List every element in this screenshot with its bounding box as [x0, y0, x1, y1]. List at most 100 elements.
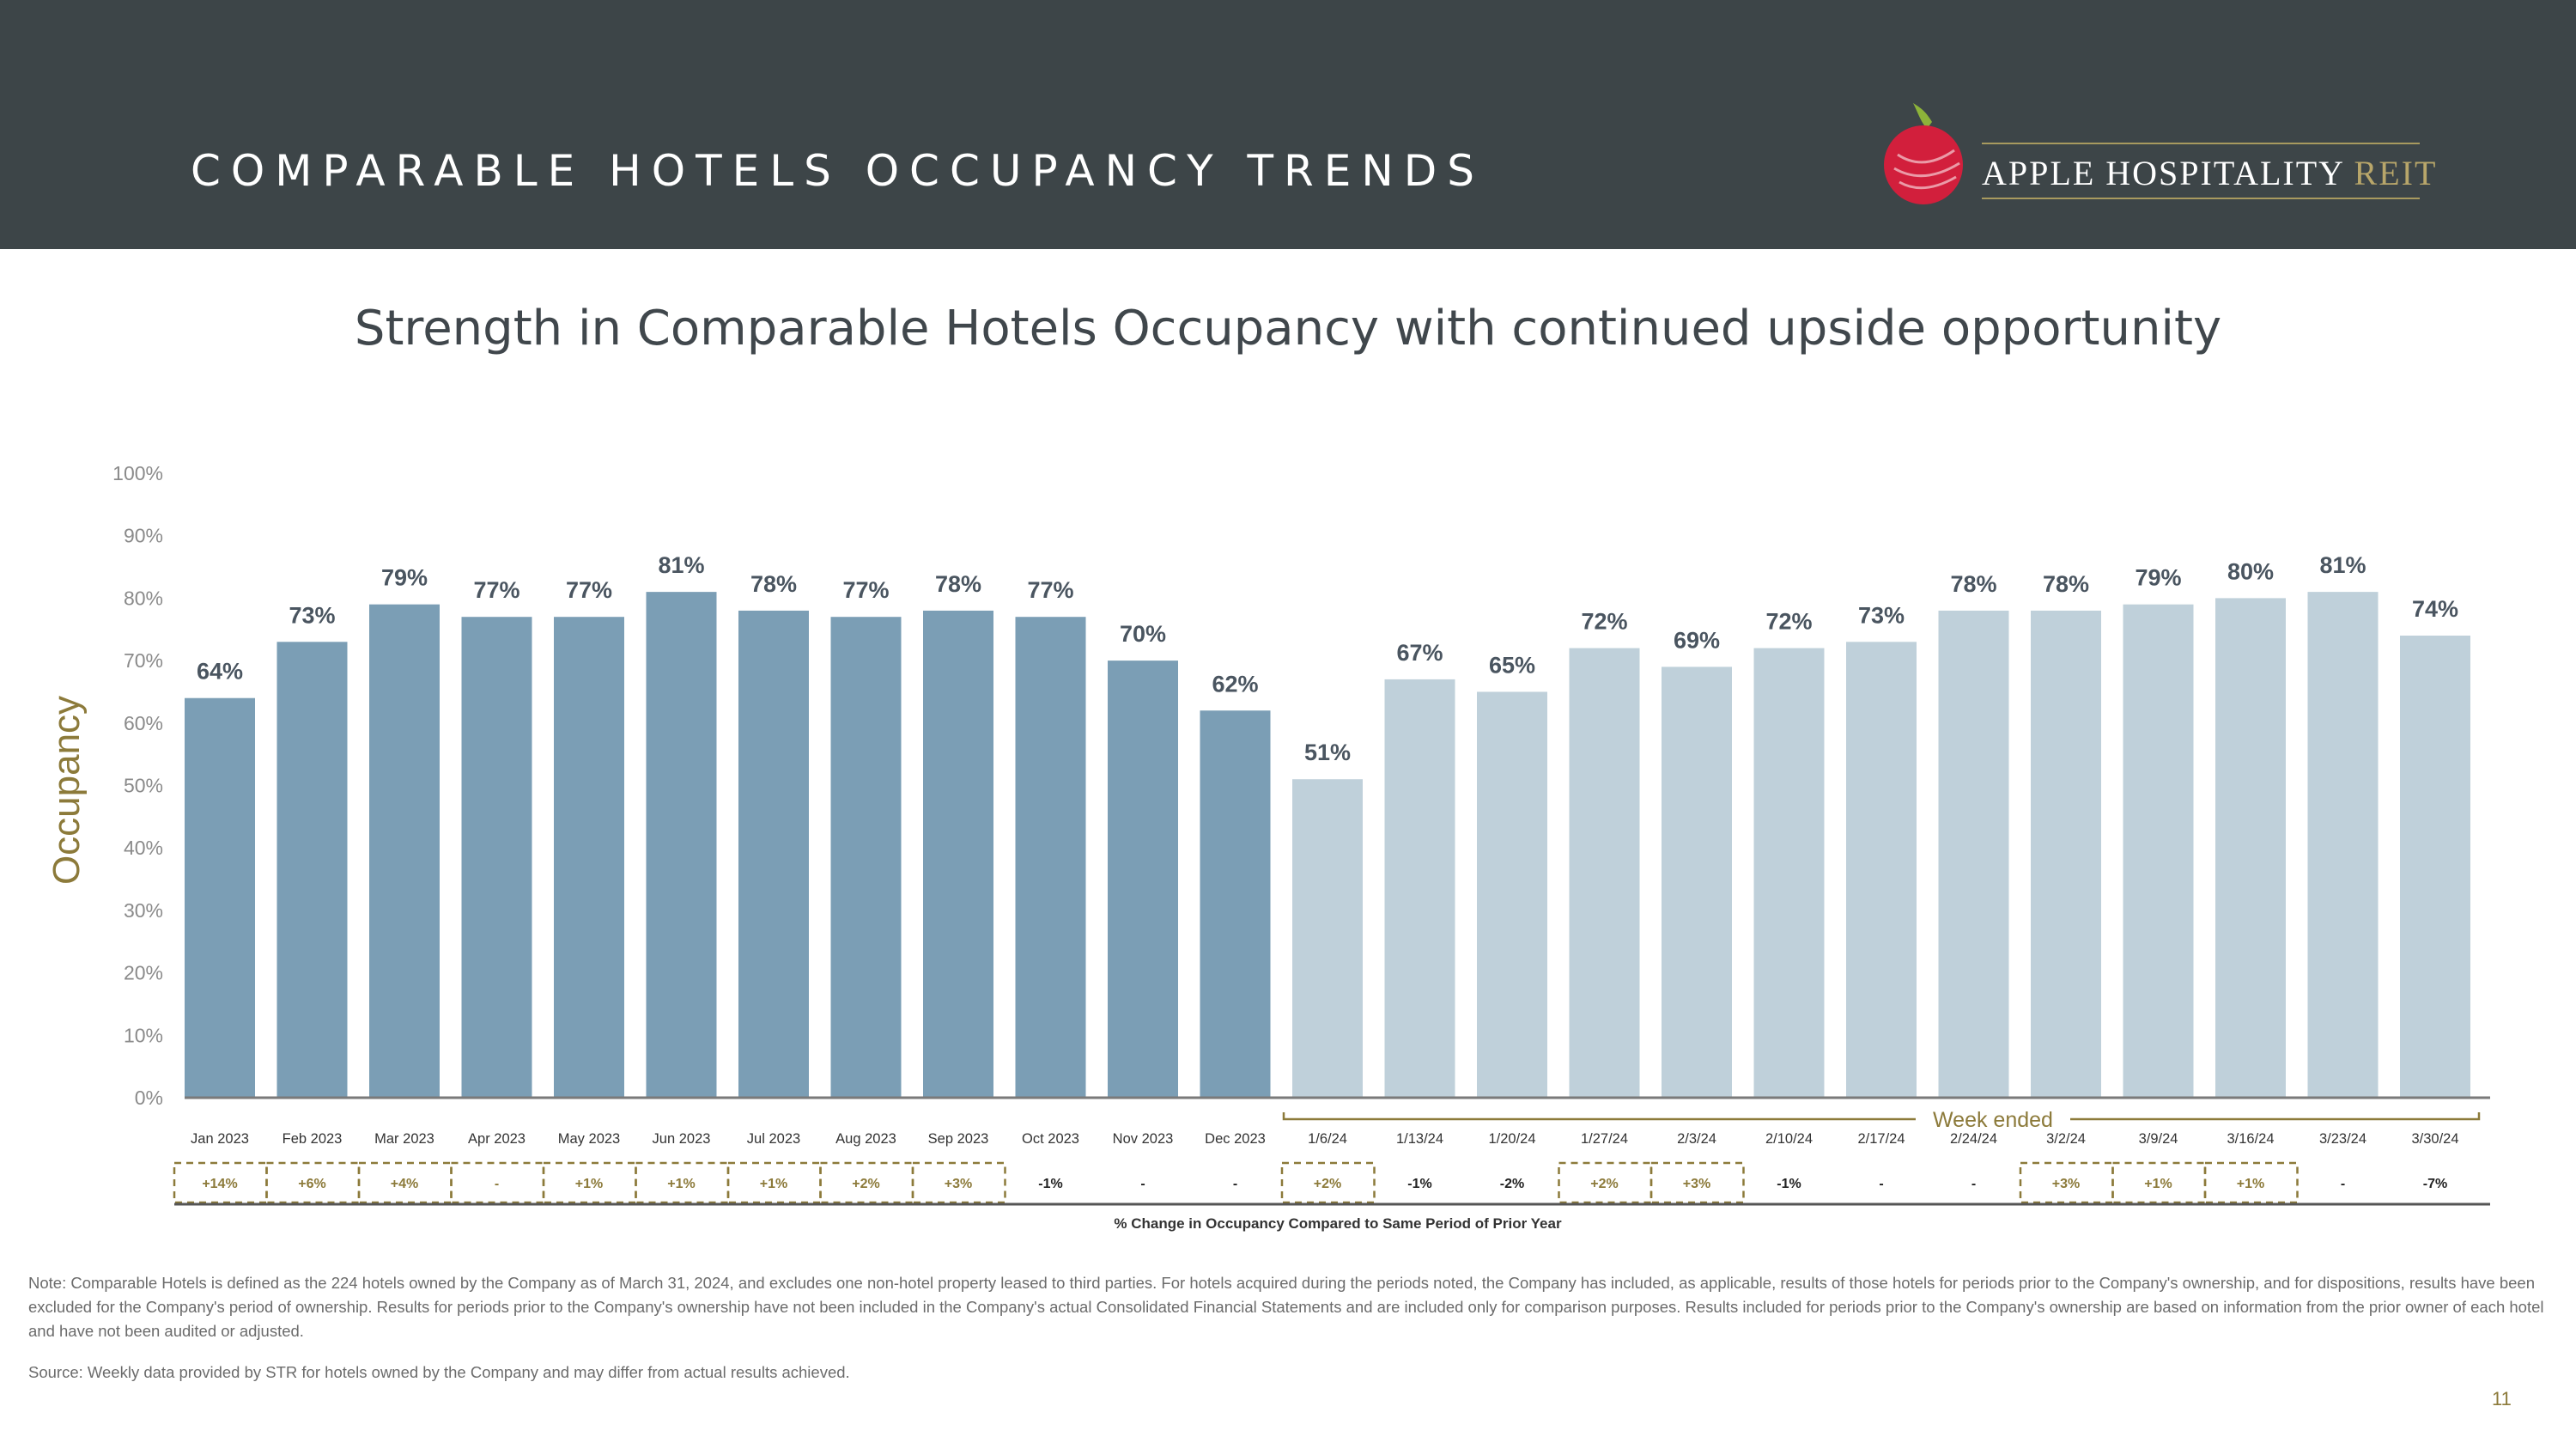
- week-bracket-right: [2070, 1112, 2481, 1121]
- x-tick-label: Jul 2023: [747, 1131, 800, 1147]
- data-label: 73%: [289, 602, 335, 628]
- data-label: 77%: [842, 577, 889, 603]
- pct-change-value: -: [1879, 1177, 1883, 1191]
- pct-change-value: +14%: [202, 1177, 237, 1191]
- source-note: Source: Weekly data provided by STR for …: [28, 1363, 850, 1381]
- y-tick-label: 80%: [124, 587, 163, 609]
- pct-change-value: +1%: [667, 1177, 695, 1191]
- y-tick-label: 20%: [124, 962, 163, 984]
- data-label: 73%: [1858, 602, 1905, 628]
- bar: [2307, 592, 2379, 1098]
- bar: [554, 617, 624, 1098]
- x-tick-label: Jan 2023: [191, 1131, 249, 1147]
- bar: [2123, 604, 2194, 1098]
- data-label: 77%: [473, 577, 519, 603]
- data-label: 74%: [2412, 596, 2458, 622]
- bar: [1108, 661, 1178, 1098]
- x-tick-label: 2/10/24: [1765, 1131, 1813, 1147]
- bar: [1477, 691, 1547, 1098]
- pct-change-value: +1%: [575, 1177, 603, 1191]
- bar: [1662, 667, 1732, 1098]
- pct-change-value: -1%: [1038, 1177, 1062, 1191]
- page-title: COMPARABLE HOTELS OCCUPANCY TRENDS: [191, 146, 1485, 196]
- pct-change-value: +1%: [2237, 1177, 2264, 1191]
- y-tick-label: 90%: [124, 525, 163, 547]
- week-bracket-label: Week ended: [1933, 1108, 2053, 1132]
- y-tick-label: 60%: [124, 712, 163, 734]
- x-tick-label: 2/17/24: [1857, 1131, 1905, 1147]
- y-tick-label: 30%: [124, 899, 163, 922]
- pct-change-value: -1%: [1407, 1177, 1431, 1191]
- page-number: 11: [2492, 1388, 2512, 1409]
- x-tick-label: Nov 2023: [1113, 1131, 1174, 1147]
- x-tick-label: 1/6/24: [1308, 1131, 1347, 1147]
- data-label: 79%: [381, 565, 428, 591]
- x-tick-label: 1/27/24: [1581, 1131, 1628, 1147]
- bar: [369, 604, 440, 1098]
- bar: [1753, 648, 1825, 1098]
- bar: [1938, 610, 2009, 1098]
- data-label: 77%: [1027, 577, 1073, 603]
- data-label: 65%: [1489, 652, 1535, 678]
- bar: [923, 610, 993, 1098]
- data-label: 78%: [2043, 571, 2089, 597]
- y-tick-label: 0%: [135, 1087, 163, 1109]
- logo-divider-top: [1982, 143, 2420, 144]
- bar: [185, 697, 255, 1098]
- pct-change-value: -: [1140, 1177, 1145, 1191]
- data-label: 67%: [1396, 640, 1443, 666]
- bar: [1384, 679, 1455, 1098]
- pct-change-value: +1%: [760, 1177, 787, 1191]
- apple-logo-icon: [1884, 103, 1963, 204]
- data-label: 69%: [1674, 627, 1720, 653]
- data-label: 78%: [750, 571, 797, 597]
- bar: [738, 610, 809, 1098]
- pct-change-value: -: [1233, 1177, 1237, 1191]
- data-label: 62%: [1212, 671, 1258, 697]
- data-label: 79%: [2135, 565, 2181, 591]
- data-label: 78%: [1950, 571, 1996, 597]
- bar: [830, 617, 902, 1098]
- y-tick-label: 10%: [124, 1024, 163, 1046]
- x-tick-label: 3/9/24: [2139, 1131, 2178, 1147]
- pct-change-value: -2%: [1500, 1177, 1524, 1191]
- y-tick-label: 50%: [124, 775, 163, 797]
- bar: [2400, 636, 2470, 1098]
- data-label: 72%: [1581, 609, 1627, 635]
- x-tick-label: 3/16/24: [2227, 1131, 2274, 1147]
- x-tick-label: Apr 2023: [468, 1131, 526, 1147]
- data-label: 51%: [1304, 740, 1351, 765]
- pct-change-value: -1%: [1777, 1177, 1801, 1191]
- bar: [1292, 779, 1363, 1098]
- x-tick-label: 1/13/24: [1396, 1131, 1443, 1147]
- pct-change-value: +2%: [852, 1177, 879, 1191]
- bar: [1569, 648, 1640, 1098]
- x-tick-label: 3/23/24: [2319, 1131, 2366, 1147]
- pct-change-value: +2%: [1314, 1177, 1341, 1191]
- data-label: 80%: [2227, 558, 2274, 584]
- pct-change-value: +3%: [945, 1177, 972, 1191]
- pct-change-value: -: [1971, 1177, 1976, 1191]
- bar: [1200, 710, 1271, 1098]
- bar: [1846, 642, 1917, 1098]
- x-tick-label: Aug 2023: [835, 1131, 896, 1147]
- pct-change-box: [911, 1161, 1006, 1204]
- x-tick-label: 3/30/24: [2411, 1131, 2458, 1147]
- data-label: 70%: [1120, 621, 1166, 647]
- x-tick-label: Feb 2023: [283, 1131, 343, 1147]
- data-label: 64%: [197, 659, 243, 685]
- chart-subtitle: Strength in Comparable Hotels Occupancy …: [354, 301, 2222, 356]
- pct-change-value: +2%: [1590, 1177, 1618, 1191]
- pct-change-value: +3%: [2052, 1177, 2080, 1191]
- pct-change-value: +6%: [298, 1177, 325, 1191]
- bar: [2031, 610, 2101, 1098]
- x-tick-label: Sep 2023: [928, 1131, 989, 1147]
- pct-change-value: -: [2341, 1177, 2345, 1191]
- data-label: 77%: [566, 577, 612, 603]
- x-tick-label: 3/2/24: [2046, 1131, 2086, 1147]
- x-tick-label: 2/3/24: [1677, 1131, 1716, 1147]
- occupancy-chart: 0% 10% 20% 30% 40% 50% 60% 70% 80% 90% 100% 64% Jan …: [112, 462, 2490, 1232]
- bar: [1015, 617, 1086, 1098]
- pct-change-box: [1280, 1161, 1376, 1204]
- data-label: 81%: [2319, 552, 2366, 578]
